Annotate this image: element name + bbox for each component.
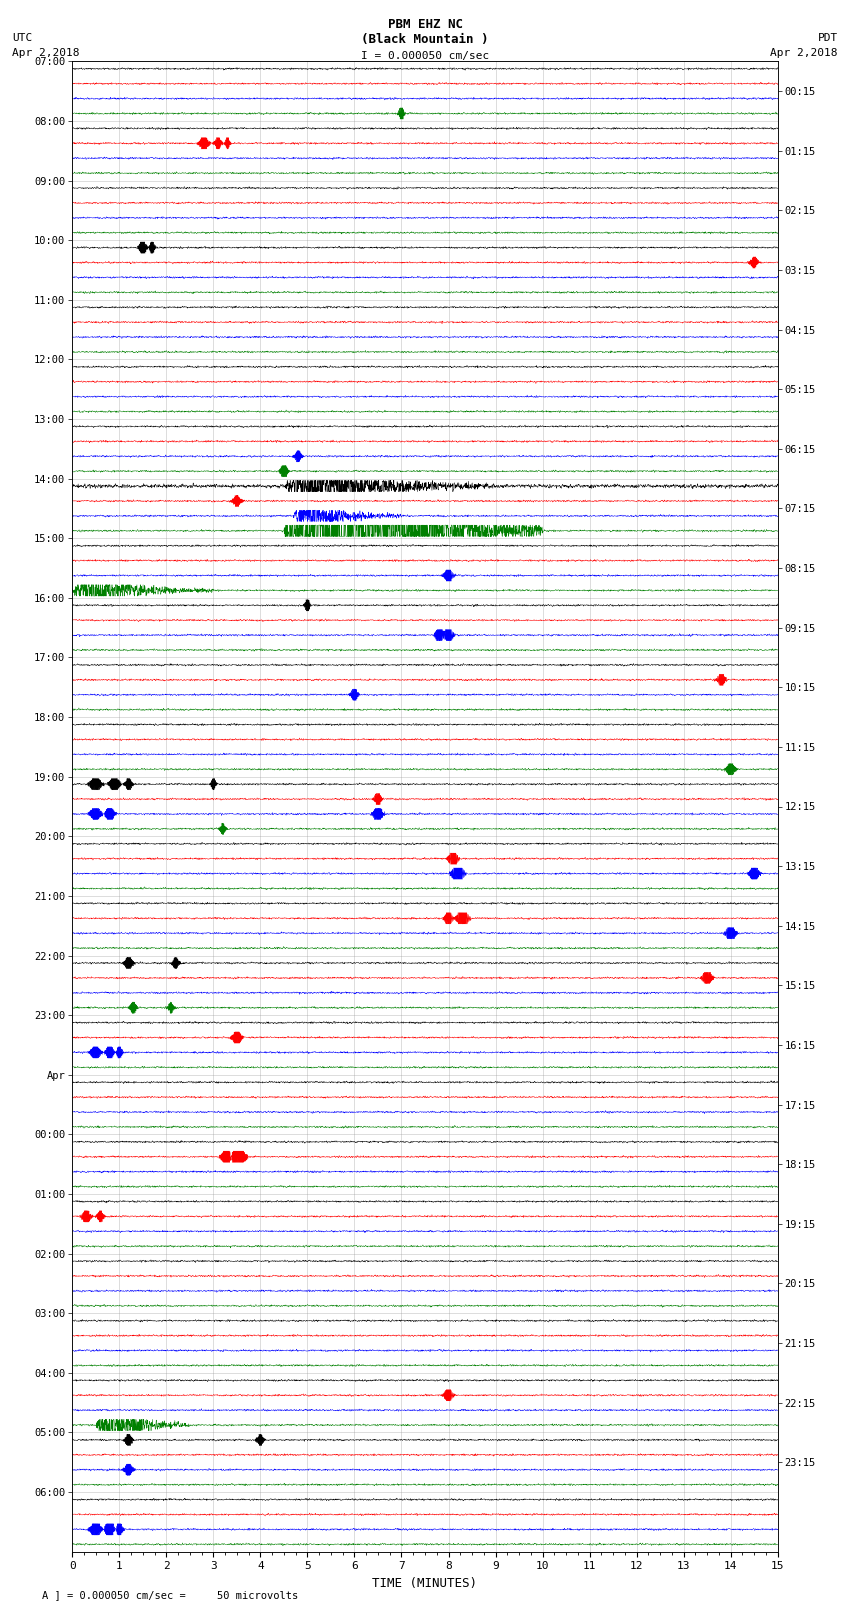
Text: PDT: PDT xyxy=(818,34,838,44)
Text: PBM EHZ NC: PBM EHZ NC xyxy=(388,18,462,32)
Text: Apr 2,2018: Apr 2,2018 xyxy=(770,48,838,58)
Text: Apr 2,2018: Apr 2,2018 xyxy=(12,48,80,58)
Text: I = 0.000050 cm/sec: I = 0.000050 cm/sec xyxy=(361,52,489,61)
Text: A ] = 0.000050 cm/sec =     50 microvolts: A ] = 0.000050 cm/sec = 50 microvolts xyxy=(42,1590,298,1600)
Text: UTC: UTC xyxy=(12,34,32,44)
Text: (Black Mountain ): (Black Mountain ) xyxy=(361,34,489,47)
X-axis label: TIME (MINUTES): TIME (MINUTES) xyxy=(372,1578,478,1590)
